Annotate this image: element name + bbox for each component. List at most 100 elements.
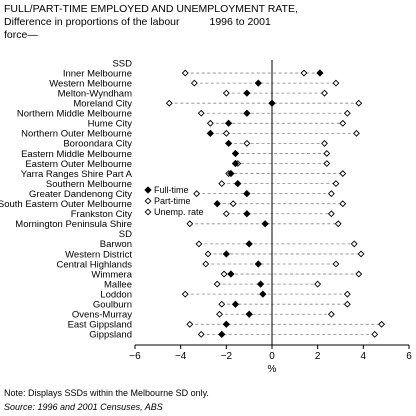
x-tick-label: 2 bbox=[315, 351, 321, 362]
category-label: Yarra Ranges Shire Part A bbox=[21, 169, 133, 180]
category-label: Frankston City bbox=[71, 209, 132, 220]
full-time-point bbox=[261, 220, 269, 228]
category-label: East Gippsland bbox=[68, 320, 132, 331]
unemp-rate-point bbox=[204, 250, 212, 258]
group-header-label: SD bbox=[119, 229, 132, 240]
part-time-point bbox=[355, 270, 363, 278]
full-time-point bbox=[243, 109, 251, 117]
full-time-point bbox=[224, 119, 233, 127]
part-time-point bbox=[355, 99, 363, 107]
category-label: Mornington Peninsula Shire bbox=[15, 219, 132, 230]
category-label: Eastern Outer Melbourne bbox=[25, 159, 132, 170]
unemp-rate-point bbox=[193, 190, 201, 198]
full-time-point bbox=[316, 69, 324, 77]
full-time-point bbox=[254, 260, 262, 268]
unemp-rate-point bbox=[216, 310, 223, 318]
unemp-rate-point bbox=[186, 320, 194, 328]
part-time-point bbox=[327, 310, 335, 318]
x-tick-label: −4 bbox=[175, 351, 187, 362]
part-time-point bbox=[327, 190, 335, 198]
full-time-point bbox=[231, 149, 240, 158]
title-period: 1996 to 2001 bbox=[209, 16, 271, 28]
title-line-2: Difference in proportions of the labour bbox=[4, 16, 180, 28]
part-time-point bbox=[343, 300, 351, 308]
category-label: Southern Melbourne bbox=[46, 179, 132, 190]
full-time-point bbox=[218, 330, 226, 338]
unemp-rate-point bbox=[197, 109, 205, 117]
unemp-rate-point bbox=[195, 240, 203, 248]
full-time-point bbox=[213, 200, 221, 208]
category-label: Wimmera bbox=[91, 269, 132, 280]
part-time-point bbox=[321, 139, 328, 147]
full-time-point bbox=[222, 320, 230, 328]
unemp-rate-point bbox=[186, 220, 194, 228]
part-time-point bbox=[332, 180, 340, 188]
full-time-point bbox=[227, 270, 235, 278]
unemp-rate-point bbox=[218, 300, 226, 308]
x-tick-label: −2 bbox=[221, 351, 233, 362]
category-label: Greater Dandenong City bbox=[29, 189, 132, 200]
part-time-point bbox=[378, 320, 386, 328]
part-time-point bbox=[371, 330, 379, 338]
part-time-point bbox=[339, 170, 347, 177]
category-label: Loddon bbox=[100, 289, 132, 300]
unemp-rate-point bbox=[220, 270, 228, 278]
unemp-rate-point bbox=[222, 129, 230, 137]
category-label: Hume City bbox=[88, 119, 133, 130]
part-time-point bbox=[321, 89, 328, 97]
x-tick-label: 6 bbox=[406, 351, 412, 362]
category-label: Eastern Middle Melbourne bbox=[21, 149, 132, 160]
unemp-rate-point bbox=[181, 69, 189, 77]
part-time-point bbox=[343, 290, 351, 298]
category-label: Ovens-Murray bbox=[72, 310, 132, 321]
part-time-point bbox=[327, 210, 335, 218]
title-line-1: FULL/PART-TIME EMPLOYED AND UNEMPLOYMENT… bbox=[4, 3, 298, 15]
part-time-point bbox=[343, 109, 351, 117]
group-header-label: SSD bbox=[112, 58, 132, 69]
part-time-point bbox=[332, 260, 340, 268]
unemp-rate-point bbox=[222, 210, 230, 218]
chart-title: FULL/PART-TIME EMPLOYED AND UNEMPLOYMENT… bbox=[4, 3, 404, 42]
unemp-rate-point bbox=[218, 180, 226, 188]
category-label: Boroondara City bbox=[63, 139, 132, 150]
full-time-point bbox=[231, 159, 240, 168]
unemp-rate-point bbox=[229, 200, 237, 208]
full-time-point bbox=[227, 169, 235, 178]
unemp-rate-point bbox=[243, 139, 251, 147]
category-label: South Eastern Outer Melbourne bbox=[0, 199, 132, 210]
category-label: Barwon bbox=[100, 239, 132, 250]
part-time-point bbox=[339, 119, 347, 127]
full-time-point bbox=[224, 139, 233, 148]
part-time-point bbox=[350, 240, 358, 248]
part-time-point bbox=[334, 220, 342, 228]
legend-label: Part-time bbox=[154, 196, 191, 206]
unemp-rate-point bbox=[181, 290, 189, 298]
category-label: Gippsland bbox=[89, 330, 132, 341]
legend-marker-full-time bbox=[144, 186, 152, 194]
category-label: Western Melbourne bbox=[49, 78, 132, 89]
full-time-point bbox=[245, 240, 253, 248]
full-time-point bbox=[234, 179, 242, 188]
footnote: Note: Displays SSDs within the Melbourne… bbox=[4, 388, 209, 398]
legend-label: Unemp. rate bbox=[154, 207, 204, 217]
category-label: Mallee bbox=[104, 279, 132, 290]
x-tick-label: 0 bbox=[269, 351, 275, 362]
legend-marker-part-time bbox=[144, 197, 152, 205]
category-label: Goulburn bbox=[93, 300, 132, 311]
full-time-point bbox=[243, 190, 251, 198]
part-time-point bbox=[332, 79, 340, 87]
category-label: Northern Outer Melbourne bbox=[21, 129, 132, 140]
part-time-point bbox=[323, 160, 331, 167]
x-axis-label: % bbox=[268, 364, 277, 375]
full-time-point bbox=[254, 79, 262, 87]
x-tick-label: −6 bbox=[129, 351, 141, 362]
category-label: Melton-Wyndham bbox=[58, 88, 132, 99]
x-axis: −6 −4 −2 0 2 4 6% bbox=[129, 60, 412, 375]
title-line-3: force— bbox=[4, 29, 38, 41]
full-time-point bbox=[259, 290, 267, 298]
category-label: Inner Melbourne bbox=[63, 68, 132, 79]
category-label: Central Highlands bbox=[56, 259, 132, 270]
